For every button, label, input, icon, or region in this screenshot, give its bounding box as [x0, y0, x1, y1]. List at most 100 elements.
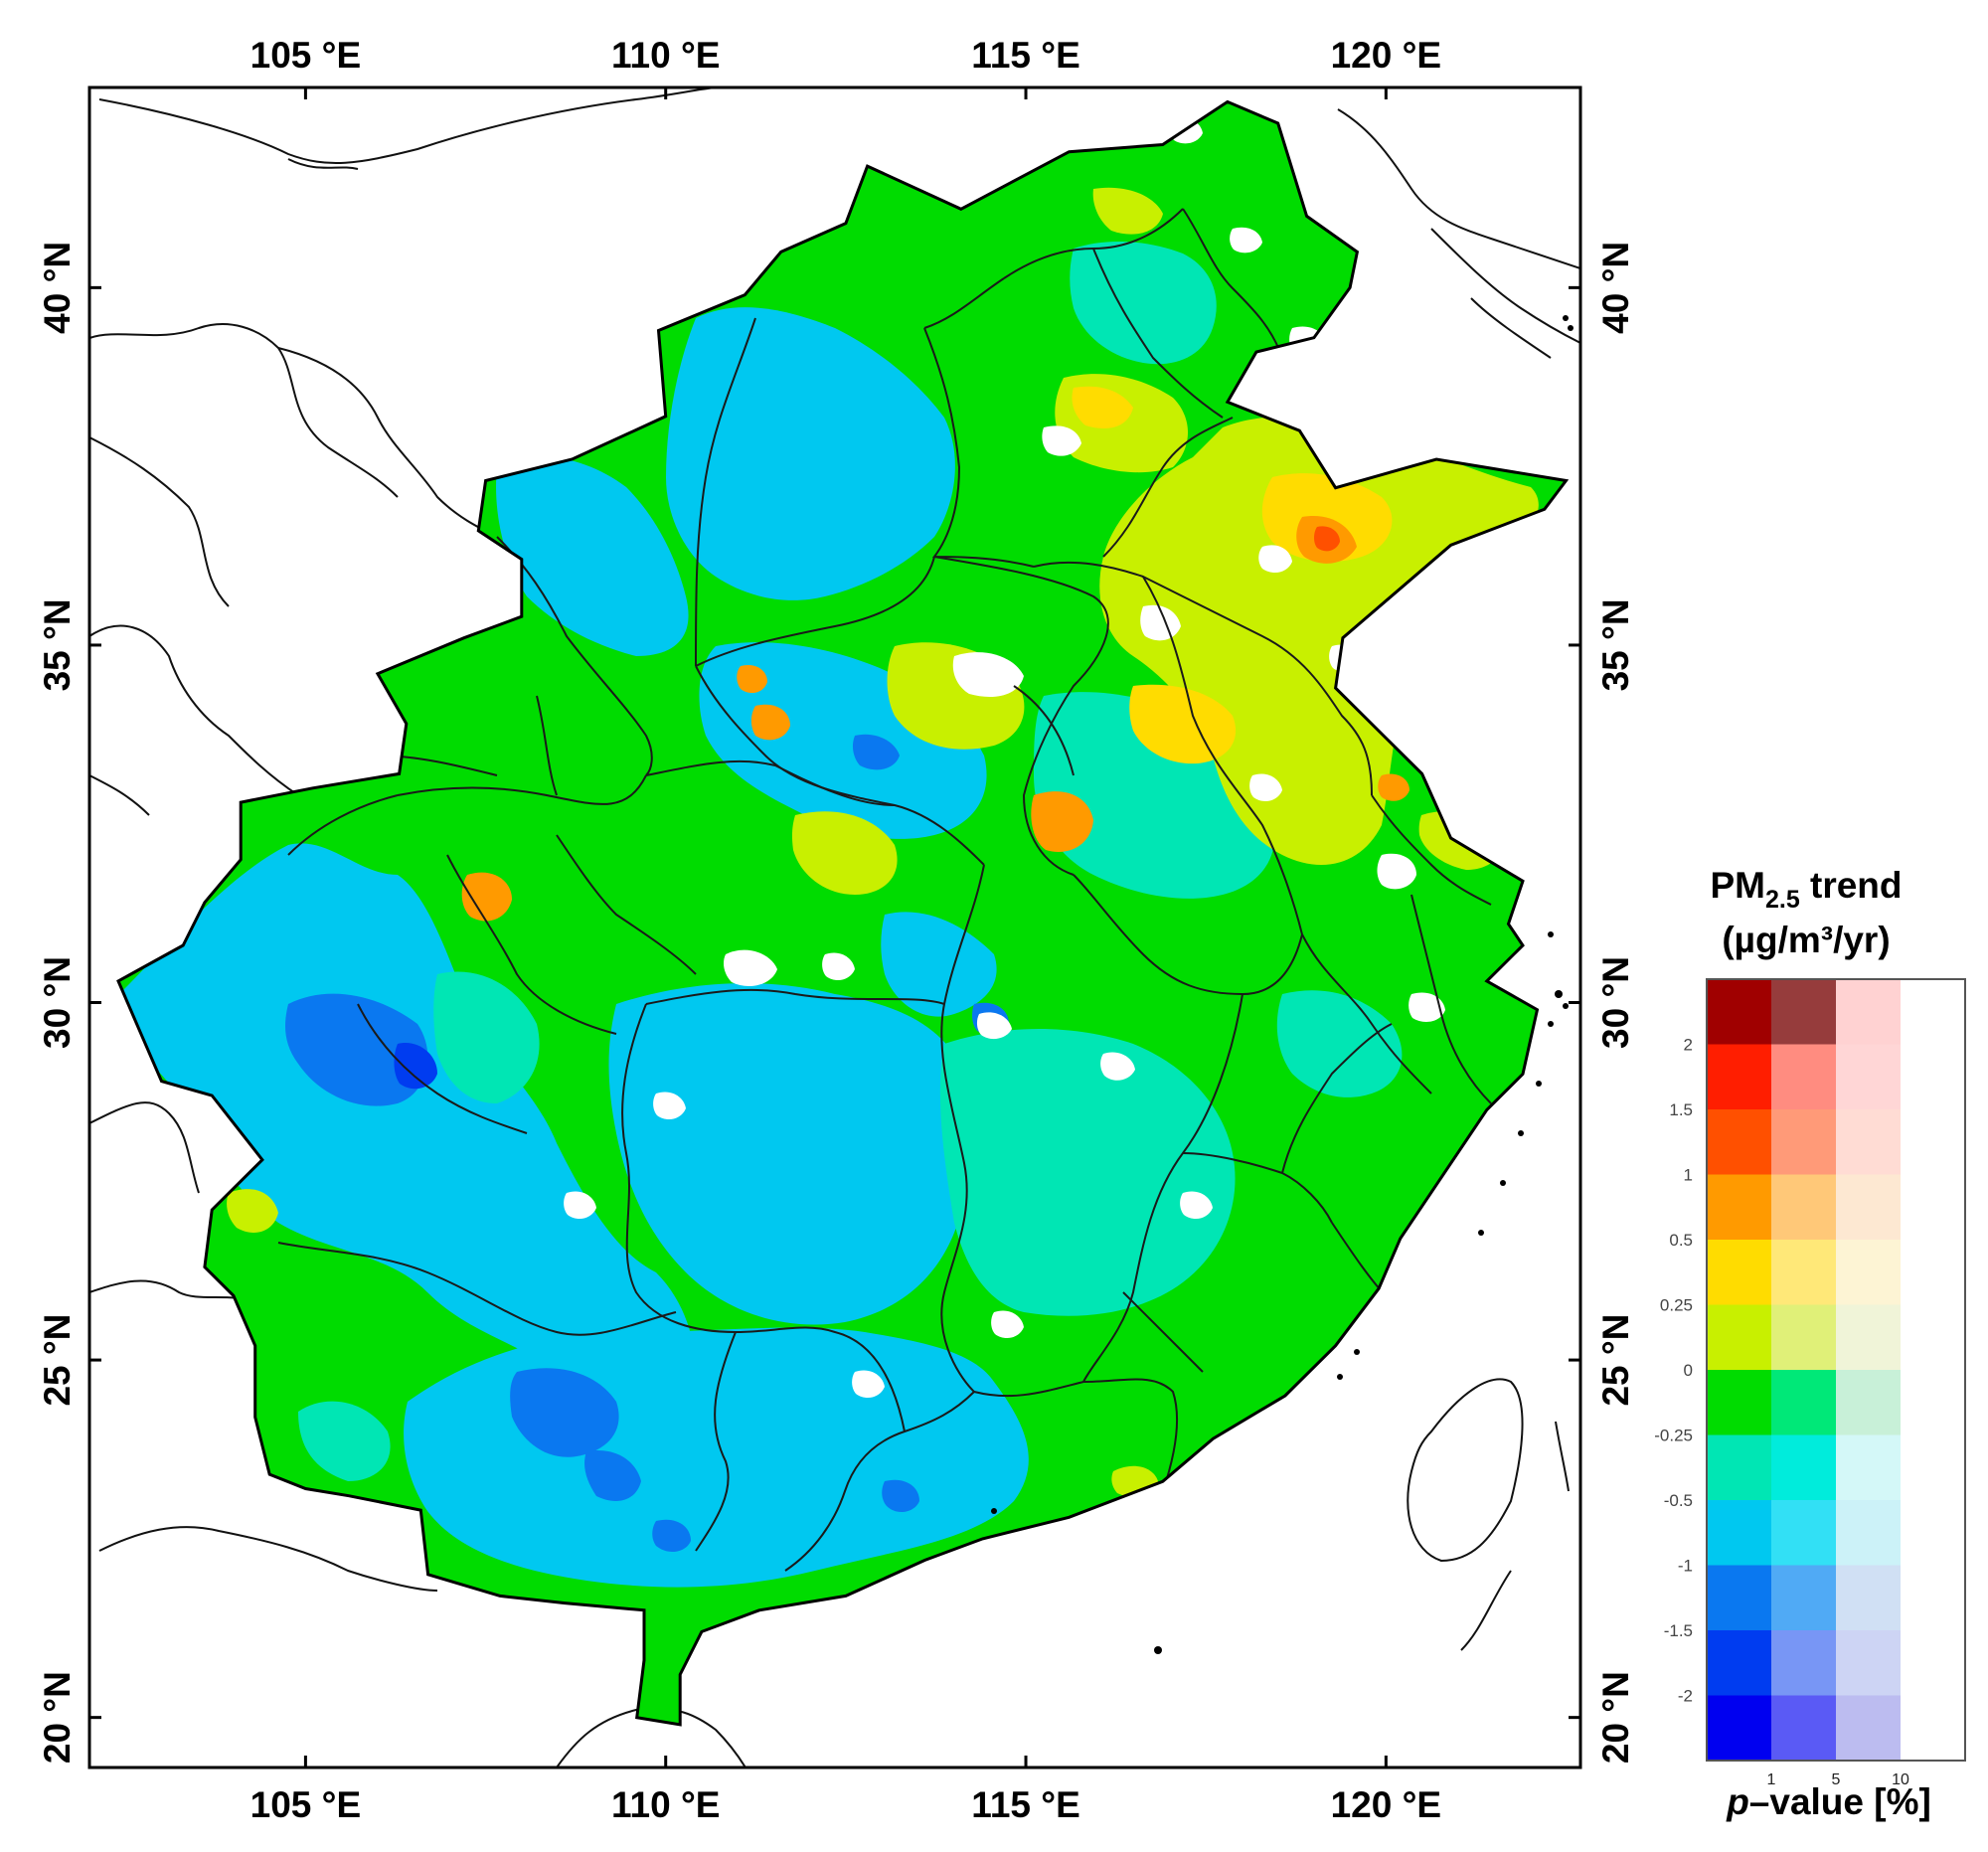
map-panel: 105 °E 110 °E 115 °E 120 °E 105 °E 110 °E 115… — [37, 35, 1636, 1825]
lat-tick-label: 40 °N — [37, 242, 78, 334]
legend-cell — [1901, 1174, 1966, 1241]
legend-pvalue-tick: 10 — [1892, 1771, 1909, 1788]
trend-patch — [285, 993, 428, 1106]
legend-title: PM2.5 trend — [1710, 865, 1902, 914]
legend-cell — [1707, 1304, 1772, 1371]
legend-title-sub: 2.5 — [1765, 886, 1800, 914]
lat-tick-label: 25 °N — [1595, 1314, 1636, 1407]
lon-tick-label: 110 °E — [611, 1784, 720, 1825]
trend-patch — [652, 1519, 691, 1553]
province-line — [496, 536, 653, 776]
boundary-line — [89, 436, 230, 607]
trend-patch — [750, 704, 790, 741]
legend-title-rest: trend — [1800, 865, 1903, 906]
legend-trend-tick: -1 — [1678, 1557, 1693, 1576]
province-line — [277, 1242, 677, 1336]
trend-patch — [227, 1189, 278, 1233]
trend-patch — [1378, 773, 1409, 801]
lat-tick-label: 30 °N — [37, 956, 78, 1049]
trend-patch — [394, 1043, 437, 1090]
legend-cell — [1836, 1044, 1902, 1110]
island — [1337, 1374, 1343, 1380]
legend-cell — [1901, 1434, 1966, 1501]
legend-trend-tick: -1.5 — [1664, 1621, 1693, 1640]
legend-trend-tick: -0.5 — [1664, 1491, 1693, 1510]
trend-patch — [1031, 791, 1093, 852]
no-data-patch — [991, 1310, 1024, 1339]
legend-cell — [1771, 1434, 1837, 1501]
lat-ticks-right: 20 °N 25 °N 30 °N 35 °N 40 °N — [1569, 242, 1636, 1764]
legend-cell — [1901, 1695, 1966, 1762]
legend-cell — [1771, 1240, 1837, 1305]
legend-pvalue-tick: 1 — [1767, 1771, 1776, 1788]
island — [1154, 1646, 1162, 1654]
no-data-patch — [1377, 853, 1416, 890]
domain-outline — [116, 99, 1570, 1727]
province-line — [940, 864, 985, 1393]
province-line — [923, 277, 1005, 329]
no-data-patch — [1408, 992, 1445, 1022]
boundary-line — [98, 1526, 438, 1592]
legend-cell — [1836, 1109, 1902, 1175]
trend-patch — [298, 1401, 391, 1481]
province-line — [923, 327, 1035, 568]
legend-trend-tick: -0.25 — [1654, 1427, 1693, 1445]
lat-tick-label: 30 °N — [1595, 956, 1636, 1049]
province-boundaries — [277, 208, 1492, 1572]
province-line — [1122, 1291, 1204, 1373]
legend-cell — [1771, 1565, 1837, 1631]
trend-patch — [496, 456, 689, 656]
legend-cell — [1901, 1044, 1966, 1110]
legend-xlabel: p–value [%] — [1726, 1781, 1931, 1822]
legend-cell — [1771, 1500, 1837, 1566]
trend-patch — [666, 307, 955, 600]
province-line — [621, 1003, 737, 1333]
no-data-patch — [1258, 545, 1292, 574]
lon-tick-label: 115 °E — [971, 1784, 1079, 1825]
island — [1354, 1349, 1360, 1355]
legend-cell — [1901, 1500, 1966, 1566]
no-data-patch — [653, 1092, 686, 1120]
no-data-patches — [564, 117, 1445, 1399]
province-line — [645, 988, 945, 1005]
trend-patch — [433, 971, 540, 1103]
province-line — [1082, 993, 1243, 1383]
legend-grid-border — [1706, 978, 1966, 1762]
province-line — [1182, 208, 1283, 359]
province-line — [1410, 894, 1492, 1104]
legend-xlabel-rest: –value [%] — [1749, 1781, 1931, 1822]
boundary-line — [1430, 228, 1580, 344]
legend-cell — [1836, 1174, 1902, 1241]
legend-trend-tick: 0 — [1684, 1361, 1693, 1380]
legend-cell — [1707, 1434, 1772, 1501]
legend-cell — [1836, 1370, 1902, 1435]
legend-cell — [1707, 979, 1772, 1045]
no-data-patch — [564, 1191, 596, 1220]
lon-tick-label: 120 °E — [1331, 35, 1442, 76]
legend-cell — [1707, 1109, 1772, 1175]
legend-cell — [1836, 1630, 1902, 1696]
lat-tick-label: 35 °N — [1595, 598, 1636, 691]
island — [1478, 1230, 1484, 1236]
trend-patch — [791, 811, 898, 895]
trend-patch — [1261, 473, 1393, 562]
no-data-patch — [1042, 425, 1081, 456]
province-line — [695, 317, 756, 667]
legend-trend-tick: -2 — [1678, 1687, 1693, 1706]
lon-tick-label: 105 °E — [250, 1784, 362, 1825]
legend-trend-tick: 0.5 — [1669, 1231, 1693, 1250]
legend-cell — [1771, 1109, 1837, 1175]
boundary-line — [1555, 1421, 1570, 1492]
map-frame — [87, 85, 1582, 1769]
coastal-islands — [991, 315, 1574, 1654]
legend-trend-tick: 2 — [1684, 1036, 1693, 1055]
trend-patch — [939, 1029, 1236, 1316]
legend-cell — [1836, 1304, 1902, 1371]
island — [1563, 315, 1569, 321]
trend-patch — [608, 983, 975, 1325]
trend-patch — [510, 1368, 619, 1457]
legend-cell — [1836, 1565, 1902, 1631]
trend-patch — [1092, 187, 1163, 235]
legend-cell — [1707, 1630, 1772, 1696]
